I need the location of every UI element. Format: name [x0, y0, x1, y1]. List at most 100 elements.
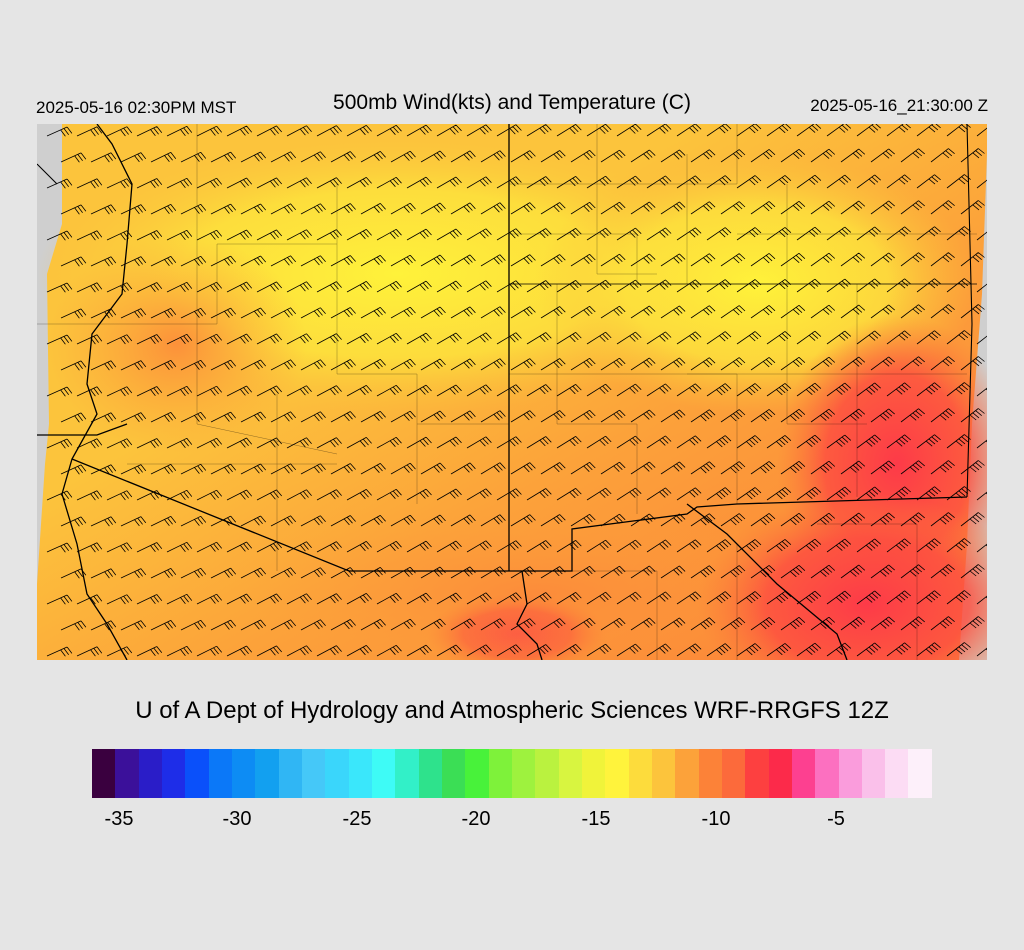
wind-barb	[676, 435, 702, 449]
wind-barb	[180, 307, 207, 319]
wind-barb	[856, 642, 881, 657]
wind-barb	[856, 226, 881, 241]
wind-barb	[600, 565, 626, 579]
wind-barb	[150, 308, 177, 319]
wind-barb	[390, 202, 416, 215]
wind-barb	[90, 412, 117, 423]
colorbar-swatch	[441, 749, 466, 798]
wind-barb	[480, 254, 506, 267]
wind-barb	[526, 540, 552, 553]
wind-barb	[406, 592, 432, 605]
wind-barb	[496, 332, 522, 345]
wind-barb	[226, 333, 253, 345]
wind-barb	[450, 566, 476, 579]
wind-barb	[450, 202, 476, 215]
wind-barb	[300, 151, 326, 163]
wind-barb	[630, 513, 656, 527]
wind-barb	[586, 124, 612, 137]
wind-barb	[766, 227, 792, 241]
wind-barb	[856, 590, 881, 605]
wind-barb	[240, 255, 267, 267]
wind-barb	[300, 411, 326, 423]
wind-barb	[660, 409, 686, 423]
wind-barb	[420, 618, 446, 631]
wind-barb	[60, 204, 87, 215]
colorbar-swatch	[301, 749, 326, 798]
wind-barb	[240, 307, 267, 319]
wind-barb	[766, 487, 792, 501]
colorbar-swatch	[115, 749, 139, 798]
wind-barb	[916, 434, 941, 449]
wind-barb	[720, 513, 746, 527]
wind-barb	[930, 408, 955, 423]
wind-barb	[570, 461, 596, 475]
wind-barb	[120, 516, 147, 527]
wind-barb	[646, 643, 672, 657]
wind-barb	[166, 645, 193, 657]
wind-barb	[60, 412, 87, 423]
wind-barb	[226, 645, 253, 657]
colorbar-swatch	[628, 749, 652, 798]
colorbar-swatch	[92, 749, 116, 798]
wind-barb	[256, 541, 283, 553]
wind-barb	[406, 280, 432, 293]
wind-barb	[60, 620, 87, 631]
wind-barb	[106, 542, 133, 553]
wind-barb	[870, 408, 895, 423]
wind-barb	[450, 618, 476, 631]
wind-barb	[930, 252, 955, 267]
wind-barb	[496, 644, 522, 657]
wind-barb	[930, 304, 955, 319]
wind-barb	[196, 281, 223, 293]
wind-barb	[286, 125, 312, 137]
wind-barb	[600, 253, 626, 267]
wind-barb	[946, 174, 971, 189]
wind-barb	[496, 228, 522, 241]
wind-barb	[826, 330, 852, 345]
wind-barb	[916, 278, 941, 293]
wind-barb	[196, 385, 223, 397]
wind-barb	[976, 283, 987, 293]
wind-barb	[496, 436, 522, 449]
wind-barb	[570, 305, 596, 319]
wind-barb	[840, 616, 866, 631]
wind-barb	[586, 591, 612, 605]
wind-barb	[780, 200, 806, 215]
wind-barb	[196, 645, 223, 657]
wind-barb	[390, 150, 416, 163]
wind-barb	[540, 462, 566, 475]
wind-barb	[630, 565, 656, 579]
wind-barb	[136, 282, 163, 293]
wind-barb	[346, 437, 372, 449]
wind-barb	[630, 253, 656, 267]
wind-barb	[960, 564, 985, 579]
wind-barb	[810, 148, 836, 163]
wind-barb	[660, 253, 686, 267]
wind-barb	[840, 564, 866, 579]
wind-barb	[270, 307, 297, 319]
wind-barb	[150, 360, 177, 371]
wind-barb	[646, 487, 672, 501]
wind-barb	[796, 330, 822, 345]
wind-barb	[330, 463, 356, 475]
wind-barb	[780, 304, 806, 319]
wind-barb	[600, 409, 626, 423]
colorbar-swatch	[651, 749, 676, 798]
wind-barb	[76, 334, 103, 345]
wind-barb	[840, 460, 866, 475]
colorbar-swatch	[908, 749, 932, 798]
wind-barb	[810, 616, 836, 631]
wind-barb	[526, 280, 552, 293]
wind-barb	[510, 410, 536, 423]
wind-barb	[240, 619, 267, 631]
wind-barb	[826, 278, 852, 293]
wind-barb	[180, 463, 207, 475]
wind-barb	[60, 152, 87, 163]
wind-barb	[690, 461, 716, 475]
wind-barb	[300, 567, 326, 579]
wind-barb	[166, 593, 193, 605]
wind-barb	[286, 385, 312, 397]
wind-barb	[210, 463, 237, 475]
wind-barb	[660, 513, 686, 527]
wind-barb	[196, 333, 223, 345]
